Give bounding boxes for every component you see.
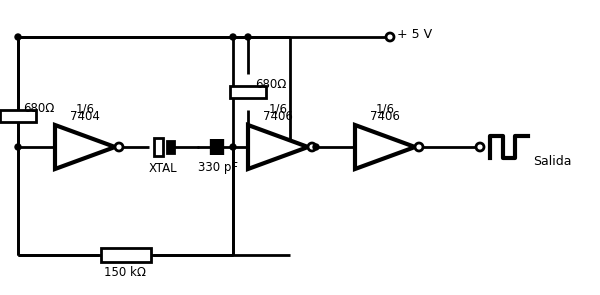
Circle shape	[115, 143, 123, 151]
Text: Salida: Salida	[533, 155, 571, 168]
Polygon shape	[55, 125, 115, 169]
Circle shape	[308, 143, 316, 151]
Text: 1/6: 1/6	[76, 102, 95, 115]
Circle shape	[15, 144, 21, 150]
Circle shape	[15, 34, 21, 40]
Bar	[230, 86, 266, 98]
Text: 150 kΩ: 150 kΩ	[104, 266, 146, 279]
Circle shape	[476, 143, 484, 151]
Text: 1/6: 1/6	[376, 102, 395, 115]
Bar	[167, 141, 174, 153]
Text: 330 pF: 330 pF	[198, 161, 238, 174]
Text: + 5 V: + 5 V	[397, 29, 432, 42]
Circle shape	[230, 144, 236, 150]
Bar	[154, 138, 163, 156]
Polygon shape	[248, 125, 308, 169]
Circle shape	[313, 144, 319, 150]
Bar	[101, 248, 151, 262]
Text: 7406: 7406	[263, 110, 293, 123]
Circle shape	[245, 34, 251, 40]
Circle shape	[230, 34, 236, 40]
Polygon shape	[355, 125, 415, 169]
Text: 7406: 7406	[370, 110, 400, 123]
Text: 680Ω: 680Ω	[255, 78, 286, 91]
Text: 1/6: 1/6	[269, 102, 287, 115]
Bar	[0, 110, 36, 122]
Circle shape	[415, 143, 423, 151]
Text: 7404: 7404	[70, 110, 100, 123]
Circle shape	[386, 33, 394, 41]
Text: 680Ω: 680Ω	[23, 101, 55, 114]
Text: XTAL: XTAL	[149, 162, 178, 175]
